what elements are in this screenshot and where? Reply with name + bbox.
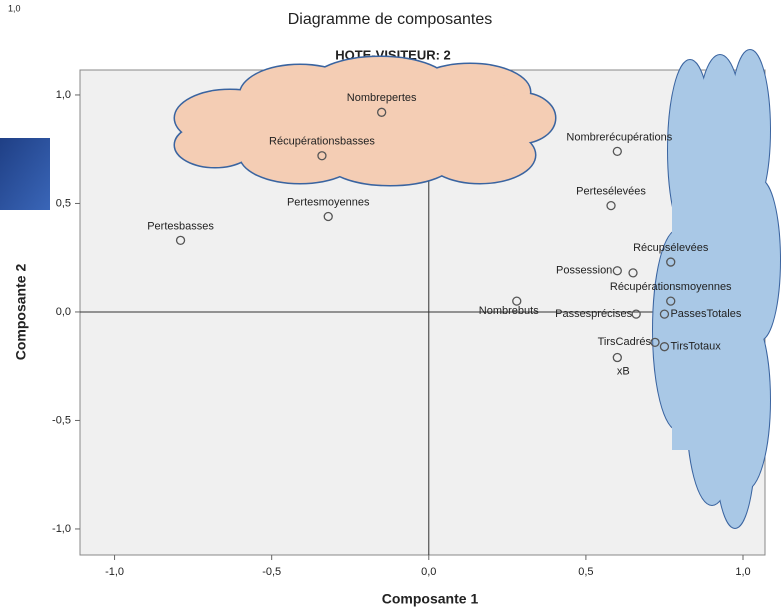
- point-label: Pertesbasses: [147, 220, 214, 232]
- axes: -1,0 -0,5 0,0 0,5 1,0: [52, 70, 765, 560]
- y-tick-label: -1,0: [52, 523, 71, 535]
- y-tick-label: 1,0: [56, 89, 71, 101]
- point-label: Nombrepertes: [347, 92, 417, 104]
- point-label: Nombrerécupérations: [566, 131, 672, 143]
- point-label: TirsTotaux: [670, 341, 721, 353]
- point: [323, 211, 333, 222]
- point: [666, 257, 676, 267]
- point: [659, 309, 670, 319]
- point: [612, 146, 622, 157]
- x-tick-label: -1,0: [105, 566, 124, 578]
- x-tick-label: 0,5: [578, 566, 593, 578]
- point-label: xB: [617, 365, 630, 377]
- point-label: Passesprécises: [555, 308, 633, 320]
- point-label: Possession: [556, 265, 612, 277]
- point: [631, 309, 641, 319]
- y-tick-label: 0,5: [56, 197, 71, 209]
- x-tick-label: 1,0: [735, 566, 750, 578]
- marks: Nombrepertes Récupérationsbasses Nombreréc…: [147, 92, 742, 377]
- y-axis-label: Composante 2: [13, 264, 29, 361]
- point-label: Récupsélevées: [633, 242, 709, 254]
- point-label: PassesTotales: [670, 308, 741, 320]
- point: [628, 268, 638, 278]
- x-tick-label: -0,5: [262, 566, 281, 578]
- point-label: Pertesélevées: [576, 186, 646, 198]
- point-label: TirsCadrés: [598, 336, 652, 348]
- point: [659, 342, 670, 352]
- point: [317, 151, 327, 161]
- point: [512, 296, 522, 306]
- corner-note: 1,0: [8, 3, 21, 13]
- point: [377, 107, 387, 117]
- point: [666, 296, 676, 306]
- point: [175, 235, 186, 245]
- point-label: Pertesmoyennes: [287, 196, 370, 208]
- blue-overlay: [0, 138, 50, 210]
- y-tick-label: 0,0: [56, 306, 71, 318]
- point: [612, 266, 622, 276]
- chart-title: Diagramme de composantes: [288, 11, 493, 28]
- point: [650, 337, 660, 347]
- point: [606, 200, 616, 211]
- point-label: Récupérationsmoyennes: [610, 281, 732, 293]
- point: [612, 352, 622, 363]
- orange-cloud: [173, 55, 557, 187]
- point-label: Récupérationsbasses: [269, 136, 375, 148]
- blue-cloud: [652, 49, 781, 529]
- x-axis-label: Composante 1: [382, 591, 479, 607]
- x-tick-label: 0,0: [421, 566, 436, 578]
- y-tick-label: -0,5: [52, 414, 71, 426]
- point-label: Nombrebuts: [479, 305, 539, 317]
